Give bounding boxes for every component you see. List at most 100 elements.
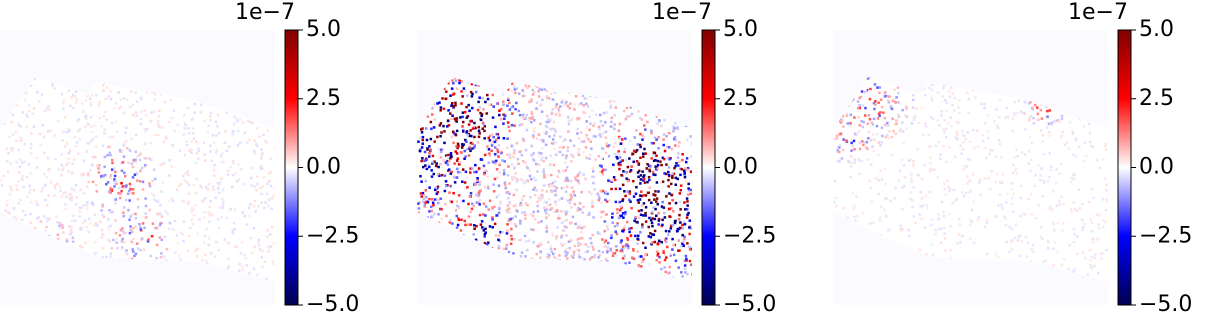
pixel bbox=[999, 193, 1002, 196]
pixel bbox=[1063, 258, 1066, 261]
pixel bbox=[19, 158, 22, 161]
pixel bbox=[1015, 224, 1018, 227]
pixel bbox=[878, 179, 881, 182]
pixel bbox=[651, 217, 654, 220]
pixel bbox=[69, 233, 72, 236]
pixel bbox=[107, 218, 110, 221]
pixel bbox=[668, 132, 671, 135]
pixel bbox=[521, 251, 524, 254]
pixel bbox=[477, 101, 480, 104]
pixel bbox=[468, 154, 471, 157]
pixel bbox=[664, 271, 667, 274]
pixel bbox=[1041, 238, 1044, 241]
pixel bbox=[691, 263, 694, 266]
pixel bbox=[608, 144, 611, 147]
pixel bbox=[585, 97, 588, 100]
pixel bbox=[972, 173, 975, 176]
pixel bbox=[614, 142, 617, 145]
pixel bbox=[685, 180, 688, 183]
pixel bbox=[591, 167, 594, 170]
pixel bbox=[578, 148, 581, 151]
pixel bbox=[566, 150, 569, 153]
pixel bbox=[462, 121, 465, 124]
pixel bbox=[191, 207, 194, 210]
pixel bbox=[100, 175, 103, 178]
pixel bbox=[564, 243, 567, 246]
pixel bbox=[120, 182, 123, 185]
pixel bbox=[908, 159, 911, 162]
pixel bbox=[546, 126, 549, 128]
pixel bbox=[217, 249, 220, 252]
pixel bbox=[451, 136, 454, 139]
pixel bbox=[436, 136, 439, 139]
pixel bbox=[689, 248, 692, 251]
pixel bbox=[619, 156, 622, 159]
pixel bbox=[1102, 158, 1105, 161]
pixel bbox=[591, 200, 594, 203]
pixel bbox=[1027, 198, 1030, 201]
pixel bbox=[239, 118, 242, 121]
pixel bbox=[99, 220, 102, 223]
pixel bbox=[496, 214, 499, 217]
pixel bbox=[665, 230, 668, 233]
pixel bbox=[847, 160, 850, 163]
pixel bbox=[862, 126, 865, 129]
pixel bbox=[570, 221, 573, 224]
pixel bbox=[658, 212, 661, 215]
pixel bbox=[231, 133, 234, 136]
pixel bbox=[616, 212, 619, 215]
pixel bbox=[879, 219, 882, 222]
pixel bbox=[651, 225, 654, 228]
pixel bbox=[1073, 233, 1076, 236]
pixel bbox=[1011, 248, 1014, 251]
pixel bbox=[535, 179, 538, 182]
pixel bbox=[208, 183, 211, 186]
pixel bbox=[555, 154, 558, 157]
pixel bbox=[591, 234, 594, 237]
pixel bbox=[677, 249, 680, 252]
pixel bbox=[999, 143, 1002, 146]
pixel bbox=[635, 151, 638, 154]
pixel bbox=[91, 94, 94, 97]
pixel bbox=[439, 109, 442, 112]
pixel bbox=[30, 201, 33, 204]
pixel bbox=[850, 155, 853, 158]
pixel bbox=[538, 133, 541, 136]
pixel bbox=[219, 181, 222, 184]
pixel bbox=[877, 101, 880, 104]
pixel bbox=[269, 233, 272, 236]
pixel bbox=[463, 87, 466, 90]
pixel bbox=[541, 89, 544, 92]
pixel bbox=[527, 180, 530, 183]
pixel bbox=[511, 179, 514, 182]
pixel bbox=[948, 146, 951, 149]
pixel bbox=[644, 181, 647, 184]
pixel bbox=[1084, 141, 1087, 144]
pixel bbox=[508, 102, 511, 105]
pixel bbox=[934, 233, 937, 236]
pixel bbox=[144, 212, 147, 215]
pixel bbox=[422, 201, 425, 204]
pixel bbox=[643, 174, 646, 177]
pixel bbox=[630, 234, 633, 237]
pixel bbox=[550, 250, 553, 253]
pixel bbox=[233, 116, 236, 119]
pixel bbox=[435, 162, 438, 165]
pixel bbox=[930, 224, 933, 227]
pixel bbox=[467, 104, 470, 107]
pixel bbox=[0, 179, 3, 182]
pixel bbox=[643, 136, 646, 139]
pixel bbox=[619, 188, 622, 191]
pixel bbox=[222, 161, 225, 164]
pixel bbox=[1012, 130, 1015, 133]
pixel bbox=[56, 183, 59, 186]
pixel bbox=[598, 128, 601, 131]
pixel bbox=[1006, 107, 1009, 110]
pixel bbox=[836, 147, 839, 150]
pixel bbox=[249, 203, 252, 206]
pixel bbox=[119, 234, 122, 237]
pixel bbox=[684, 264, 687, 267]
pixel bbox=[473, 136, 476, 139]
pixel bbox=[177, 242, 180, 245]
pixel bbox=[173, 130, 176, 133]
